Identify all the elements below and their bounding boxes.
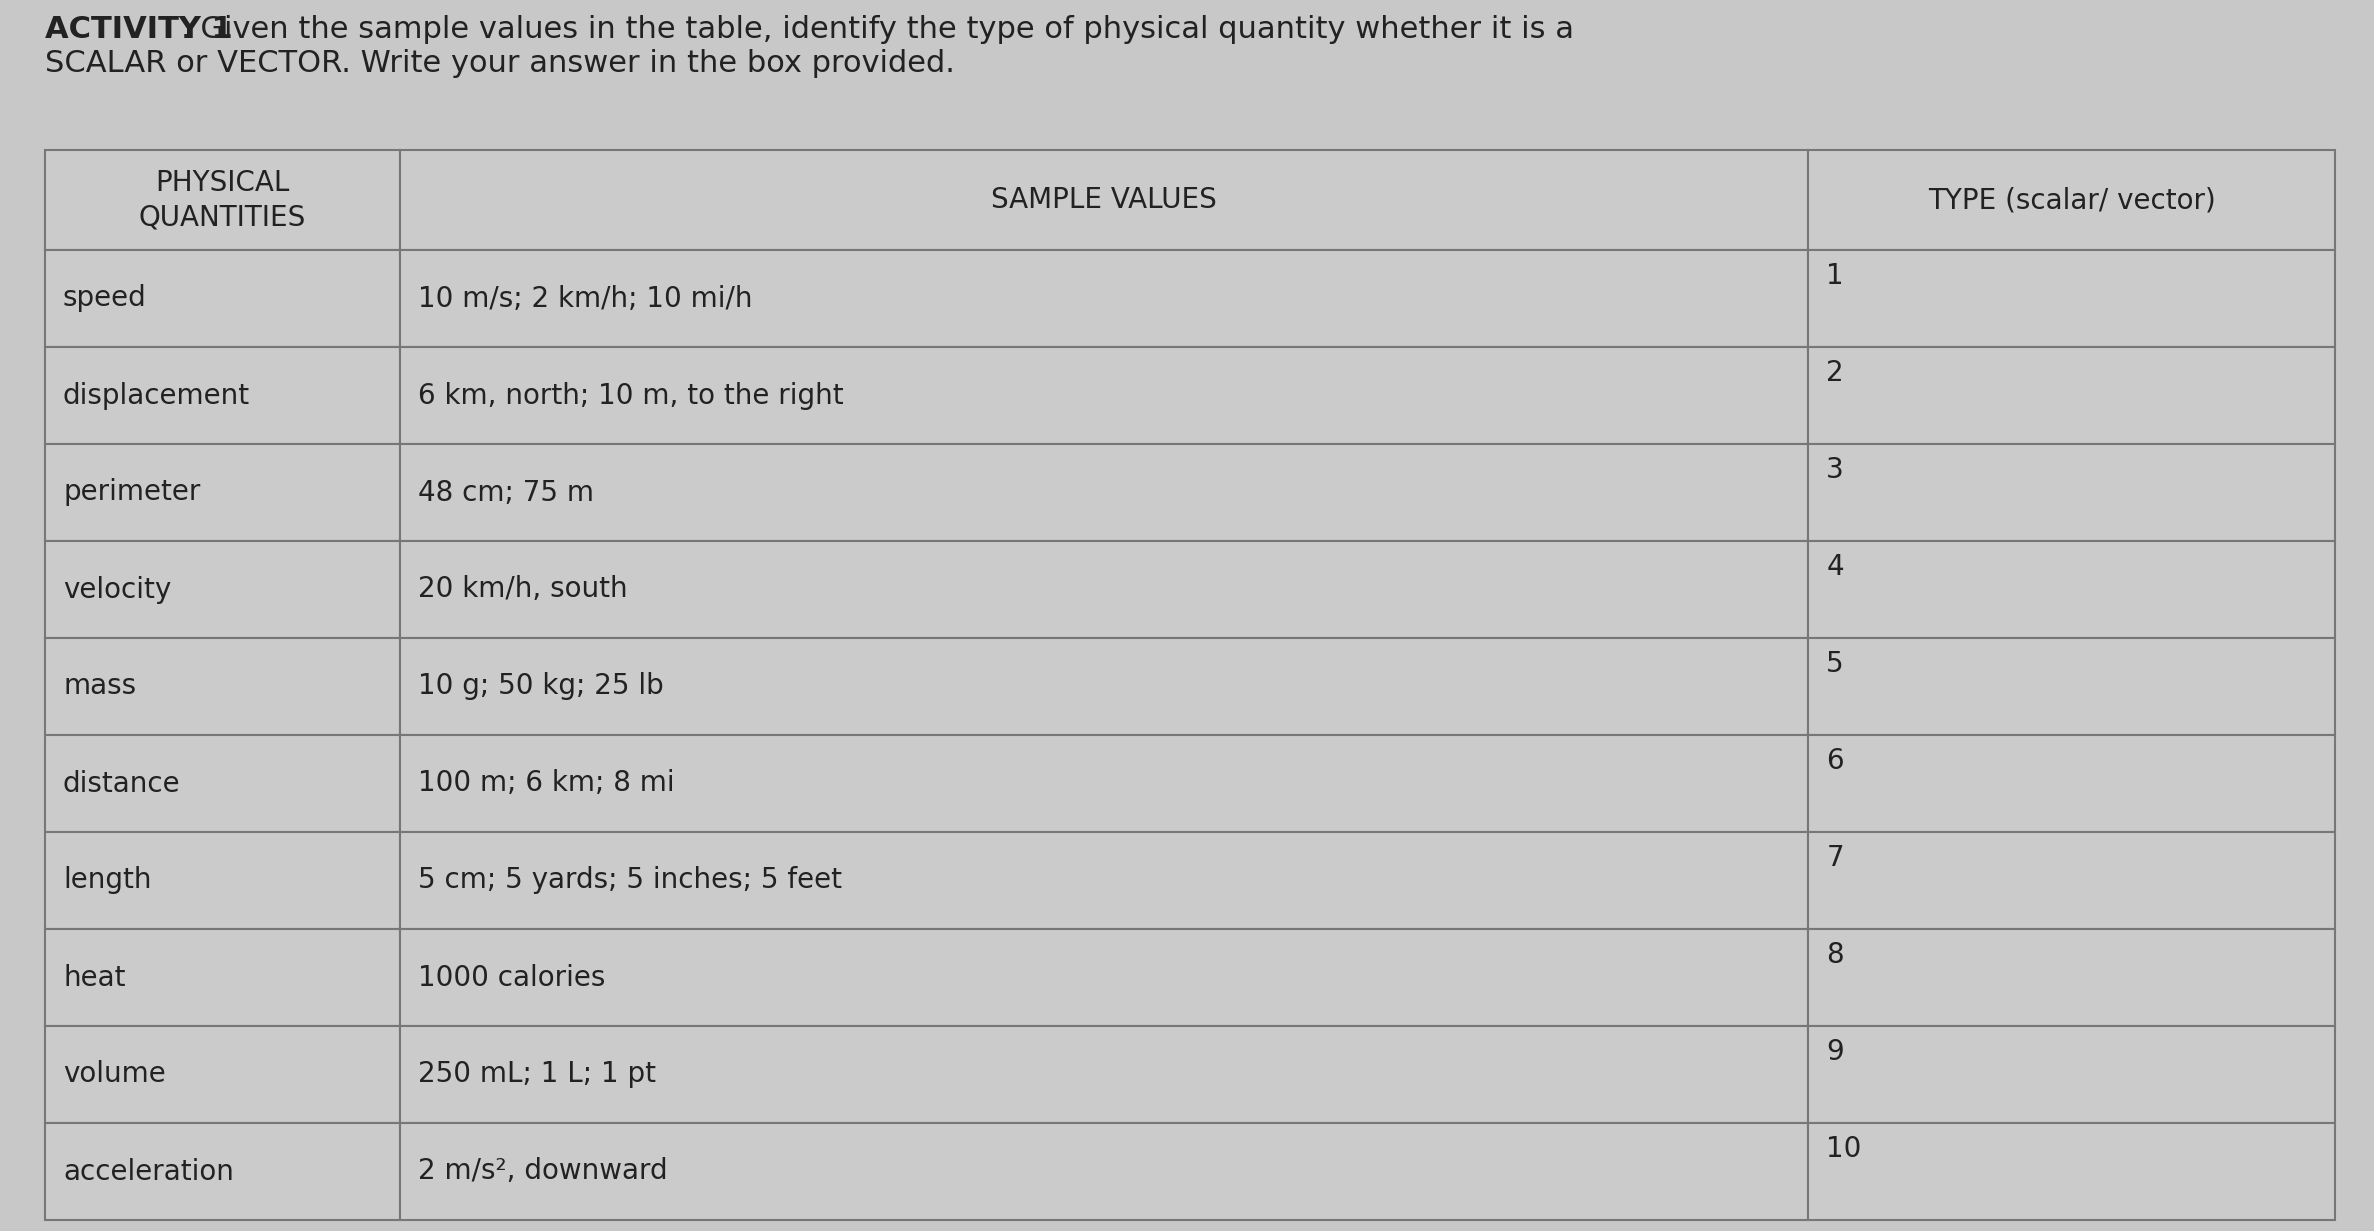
Text: 8: 8 — [1826, 940, 1845, 969]
Bar — [1809, 1123, 2336, 1220]
Bar — [45, 540, 399, 638]
Bar — [45, 444, 399, 540]
Bar — [399, 540, 1809, 638]
Bar — [399, 929, 1809, 1025]
Text: length: length — [64, 867, 152, 895]
Text: 1000 calories: 1000 calories — [418, 964, 605, 991]
Bar — [45, 150, 399, 250]
Text: speed: speed — [64, 284, 147, 313]
Bar — [1809, 929, 2336, 1025]
Text: 100 m; 6 km; 8 mi: 100 m; 6 km; 8 mi — [418, 769, 674, 798]
Bar — [45, 735, 399, 832]
Text: 2: 2 — [1826, 359, 1845, 387]
Bar — [399, 735, 1809, 832]
Text: 6: 6 — [1826, 747, 1845, 776]
Bar — [399, 638, 1809, 735]
Text: 48 cm; 75 m: 48 cm; 75 m — [418, 479, 594, 506]
Bar — [1809, 832, 2336, 929]
Text: 10 g; 50 kg; 25 lb: 10 g; 50 kg; 25 lb — [418, 672, 665, 700]
Text: heat: heat — [64, 964, 126, 991]
Bar — [399, 1123, 1809, 1220]
Text: 10 m/s; 2 km/h; 10 mi/h: 10 m/s; 2 km/h; 10 mi/h — [418, 284, 753, 313]
Bar — [1809, 638, 2336, 735]
Text: 250 mL; 1 L; 1 pt: 250 mL; 1 L; 1 pt — [418, 1060, 655, 1088]
Bar — [45, 832, 399, 929]
Bar — [1809, 347, 2336, 444]
Bar — [1809, 1025, 2336, 1123]
Text: volume: volume — [64, 1060, 166, 1088]
Bar — [45, 929, 399, 1025]
Text: distance: distance — [64, 769, 180, 798]
Bar — [1809, 150, 2336, 250]
Text: PHYSICAL
QUANTITIES: PHYSICAL QUANTITIES — [138, 169, 306, 231]
Text: 7: 7 — [1826, 844, 1845, 872]
Bar — [1809, 735, 2336, 832]
Text: perimeter: perimeter — [64, 479, 199, 506]
Bar — [399, 347, 1809, 444]
Bar — [1809, 250, 2336, 347]
Text: 3: 3 — [1826, 455, 1845, 484]
Text: 9: 9 — [1826, 1038, 1845, 1066]
Text: 5: 5 — [1826, 650, 1845, 678]
Text: 4: 4 — [1826, 553, 1845, 581]
Bar — [399, 1025, 1809, 1123]
Bar — [45, 638, 399, 735]
Text: acceleration: acceleration — [64, 1157, 235, 1185]
Text: SCALAR or VECTOR. Write your answer in the box provided.: SCALAR or VECTOR. Write your answer in t… — [45, 49, 954, 78]
Text: 5 cm; 5 yards; 5 inches; 5 feet: 5 cm; 5 yards; 5 inches; 5 feet — [418, 867, 843, 895]
Text: 1: 1 — [1826, 262, 1845, 291]
Bar — [1809, 540, 2336, 638]
Text: TYPE (scalar/ vector): TYPE (scalar/ vector) — [1928, 186, 2215, 214]
Text: . Given the sample values in the table, identify the type of physical quantity w: . Given the sample values in the table, … — [180, 15, 1574, 44]
Bar — [45, 347, 399, 444]
Text: 2 m/s², downward: 2 m/s², downward — [418, 1157, 667, 1185]
Text: ACTIVITY 1: ACTIVITY 1 — [45, 15, 233, 44]
Bar — [399, 150, 1809, 250]
Bar — [399, 444, 1809, 540]
Bar — [1809, 444, 2336, 540]
Text: SAMPLE VALUES: SAMPLE VALUES — [992, 186, 1218, 214]
Text: displacement: displacement — [64, 382, 249, 410]
Text: velocity: velocity — [64, 576, 171, 603]
Bar — [399, 250, 1809, 347]
Text: 10: 10 — [1826, 1135, 1861, 1163]
Bar — [45, 1123, 399, 1220]
Bar — [45, 250, 399, 347]
Bar — [399, 832, 1809, 929]
Text: 6 km, north; 10 m, to the right: 6 km, north; 10 m, to the right — [418, 382, 843, 410]
Text: 20 km/h, south: 20 km/h, south — [418, 576, 627, 603]
Bar — [45, 1025, 399, 1123]
Text: mass: mass — [64, 672, 135, 700]
